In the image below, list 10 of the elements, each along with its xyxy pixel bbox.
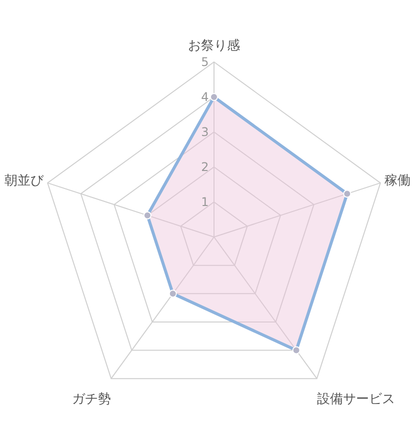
y-tick-label: 2	[201, 160, 209, 174]
y-tick-label: 1	[201, 195, 209, 209]
spoke-label: 朝並び	[4, 174, 45, 189]
y-tick-label: 3	[201, 125, 209, 139]
spoke-label: お祭り感	[188, 38, 240, 54]
spoke-label: 稼働	[384, 174, 410, 189]
y-tick-label: 5	[201, 55, 209, 69]
y-tick-label: 4	[201, 90, 209, 104]
spoke-label: ガチ勢	[72, 392, 111, 408]
spoke-label: 設備サービス	[317, 392, 396, 408]
